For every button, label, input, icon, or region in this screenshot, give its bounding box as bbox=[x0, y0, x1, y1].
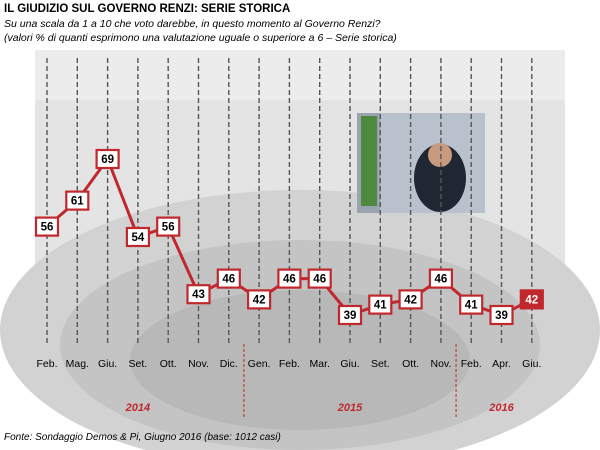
x-tick-label: Mag. bbox=[66, 358, 89, 370]
data-label: 69 bbox=[101, 154, 114, 166]
data-point: 56 bbox=[34, 216, 60, 237]
data-label: 42 bbox=[404, 294, 417, 306]
data-point: 42 bbox=[519, 289, 544, 310]
x-tick-label: Mar. bbox=[309, 358, 329, 370]
x-tick-label: Ott. bbox=[160, 358, 177, 370]
data-point-box bbox=[428, 268, 453, 289]
data-label: 39 bbox=[495, 310, 508, 322]
data-point: 41 bbox=[459, 294, 484, 315]
data-point-box bbox=[216, 268, 241, 289]
data-point-box bbox=[489, 304, 514, 326]
x-tick-label: Set. bbox=[129, 358, 148, 370]
chart-title: IL GIUDIZIO SUL GOVERNO RENZI: SERIE STO… bbox=[4, 3, 291, 15]
data-label: 43 bbox=[192, 289, 205, 301]
data-label: 41 bbox=[465, 300, 478, 312]
x-tick-label: Feb. bbox=[36, 358, 57, 370]
x-tick-label: Nov. bbox=[430, 358, 451, 370]
data-point: 39 bbox=[337, 304, 363, 326]
data-point-box bbox=[337, 304, 363, 326]
data-point: 46 bbox=[307, 268, 332, 289]
x-tick-label: Gen. bbox=[248, 358, 271, 370]
year-labels: 2014 2015 2016 bbox=[125, 402, 515, 414]
x-tick-label: Giu. bbox=[98, 358, 117, 370]
data-point: 56 bbox=[156, 216, 181, 237]
data-point-box bbox=[398, 289, 423, 310]
data-point-box bbox=[247, 289, 272, 310]
inset-photo bbox=[357, 113, 485, 213]
x-tick-label: Feb. bbox=[279, 358, 300, 370]
data-point: 46 bbox=[428, 268, 453, 289]
x-tick-label: Set. bbox=[371, 358, 390, 370]
x-tick-label: Apr. bbox=[492, 358, 511, 370]
data-point-box bbox=[368, 294, 393, 315]
data-point-box bbox=[65, 190, 90, 211]
data-label: 46 bbox=[283, 274, 296, 286]
data-label: 56 bbox=[41, 222, 54, 234]
x-tick-label: Giu. bbox=[340, 358, 359, 370]
data-label: 42 bbox=[525, 294, 538, 306]
x-tick-label: Giu. bbox=[522, 358, 541, 370]
data-points: 56 61 69 54 56 43 46 42 46 46 39 41 42 46 41 39 42 bbox=[34, 148, 544, 326]
data-label: 56 bbox=[162, 222, 175, 234]
year-dividers bbox=[243, 344, 457, 418]
data-point-box bbox=[519, 289, 544, 310]
year-label: 2016 bbox=[488, 402, 514, 414]
data-point-box bbox=[277, 268, 302, 289]
data-point: 54 bbox=[125, 226, 151, 248]
data-point: 42 bbox=[247, 289, 272, 310]
data-label: 39 bbox=[344, 310, 357, 322]
x-tick-label: Dic. bbox=[220, 358, 238, 370]
data-label: 46 bbox=[313, 274, 326, 286]
data-point-box bbox=[186, 284, 211, 305]
data-point-box bbox=[307, 268, 332, 289]
data-point: 42 bbox=[398, 289, 423, 310]
chart-subtitle-question: Su una scala da 1 a 10 che voto darebbe,… bbox=[4, 18, 381, 30]
year-label: 2015 bbox=[337, 402, 363, 414]
data-label: 61 bbox=[71, 196, 84, 208]
source-note: Fonte: Sondaggio Demos & Pi, Giugno 2016… bbox=[4, 432, 281, 443]
data-point: 69 bbox=[95, 148, 120, 170]
data-label: 42 bbox=[253, 294, 266, 306]
data-point: 46 bbox=[277, 268, 302, 289]
background-photo bbox=[0, 50, 600, 450]
x-tick-label: Feb. bbox=[461, 358, 482, 370]
data-point: 46 bbox=[216, 268, 241, 289]
data-point-box bbox=[125, 226, 151, 248]
data-point-box bbox=[34, 216, 60, 237]
data-point-box bbox=[459, 294, 484, 315]
data-label: 46 bbox=[222, 274, 235, 286]
x-axis-ticks: Feb. Mag. Giu. Set. Ott. Nov. Dic. Gen. Feb. Mar.… bbox=[36, 358, 541, 370]
data-point: 61 bbox=[65, 190, 90, 211]
x-tick-label: Nov. bbox=[188, 358, 209, 370]
data-label: 54 bbox=[132, 232, 145, 244]
chart-subtitle-note: (valori % di quanti esprimono una valuta… bbox=[4, 32, 397, 44]
data-label: 46 bbox=[435, 274, 448, 286]
data-label: 41 bbox=[374, 300, 387, 312]
year-label: 2014 bbox=[125, 402, 150, 414]
data-point: 39 bbox=[489, 304, 514, 326]
x-tick-label: Ott. bbox=[402, 358, 419, 370]
data-point: 43 bbox=[186, 284, 211, 305]
data-point: 41 bbox=[368, 294, 393, 315]
data-point-box bbox=[156, 216, 181, 237]
data-point-box bbox=[95, 148, 120, 170]
